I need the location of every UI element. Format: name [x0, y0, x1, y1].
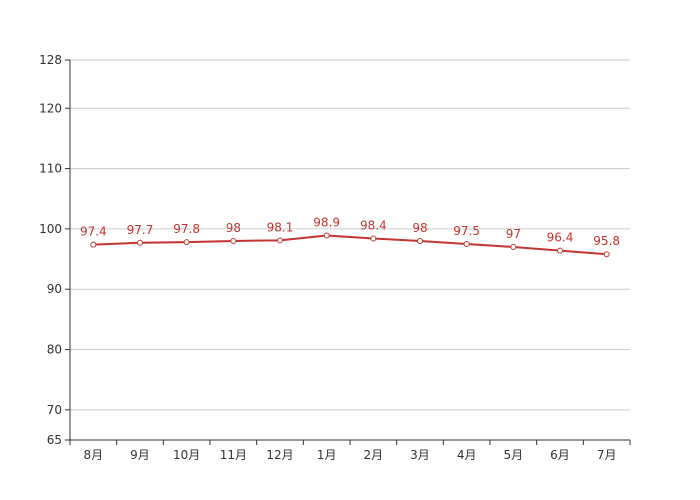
- axes: [65, 59, 631, 445]
- x-tick-label: 11月: [220, 448, 247, 462]
- data-point: [603, 251, 610, 258]
- data-label: 98.9: [313, 216, 340, 230]
- grid-lines: [70, 59, 630, 411]
- series-line: [93, 234, 607, 256]
- x-tick-label: 3月: [410, 448, 430, 462]
- series: [90, 232, 610, 258]
- data-point: [183, 239, 190, 246]
- x-tick-label: 9月: [130, 448, 150, 462]
- data-point: [277, 237, 283, 244]
- data-point: [557, 247, 563, 254]
- y-tick-label: 70: [47, 403, 62, 417]
- data-point: [463, 240, 470, 247]
- x-tick-label: 8月: [84, 448, 104, 462]
- data-point: [230, 237, 237, 244]
- data-label: 97.7: [127, 223, 154, 237]
- data-label: 97.4: [80, 225, 107, 239]
- data-label: 97.5: [453, 224, 480, 238]
- x-tick-label: 1月: [317, 448, 337, 462]
- data-label: 98: [226, 221, 241, 235]
- data-label: 98.4: [360, 219, 387, 233]
- data-point: [137, 239, 143, 246]
- x-tick-label: 5月: [504, 448, 524, 462]
- y-tick-label: 90: [47, 282, 62, 296]
- y-tick-label: 120: [39, 101, 62, 115]
- x-tick-label: 10月: [173, 448, 200, 462]
- y-tick-label: 100: [39, 222, 62, 236]
- data-label: 98: [412, 221, 427, 235]
- y-tick-label: 110: [39, 162, 62, 176]
- data-point: [370, 235, 377, 242]
- data-label: 97.8: [173, 222, 200, 236]
- x-tick-labels: 8月 9月 10月 11月 12月 1月 2月 3月 4月 5月 6月 7月: [84, 448, 617, 462]
- x-tick-label: 4月: [457, 448, 477, 462]
- x-tick-label: 2月: [364, 448, 384, 462]
- data-labels: 97.4 97.7 97.8 98 98.1 98.9 98.4 98 97.5 97 96.4 95…: [80, 216, 620, 249]
- data-point: [323, 232, 330, 239]
- data-label: 98.1: [267, 220, 294, 234]
- y-tick-label: 80: [47, 343, 62, 357]
- data-label: 95.8: [593, 234, 620, 248]
- y-tick-label: 65: [47, 433, 62, 447]
- data-point: [90, 241, 97, 248]
- x-tick-label: 7月: [597, 448, 617, 462]
- data-point: [417, 237, 423, 244]
- data-point: [510, 243, 517, 250]
- y-tick-labels: 65 70 80 90 100 110 120 128: [39, 53, 62, 447]
- x-tick-label: 12月: [266, 448, 293, 462]
- x-tick-label: 6月: [550, 448, 570, 462]
- y-tick-label: 128: [39, 53, 62, 67]
- data-label: 97: [506, 227, 521, 241]
- data-label: 96.4: [547, 231, 574, 245]
